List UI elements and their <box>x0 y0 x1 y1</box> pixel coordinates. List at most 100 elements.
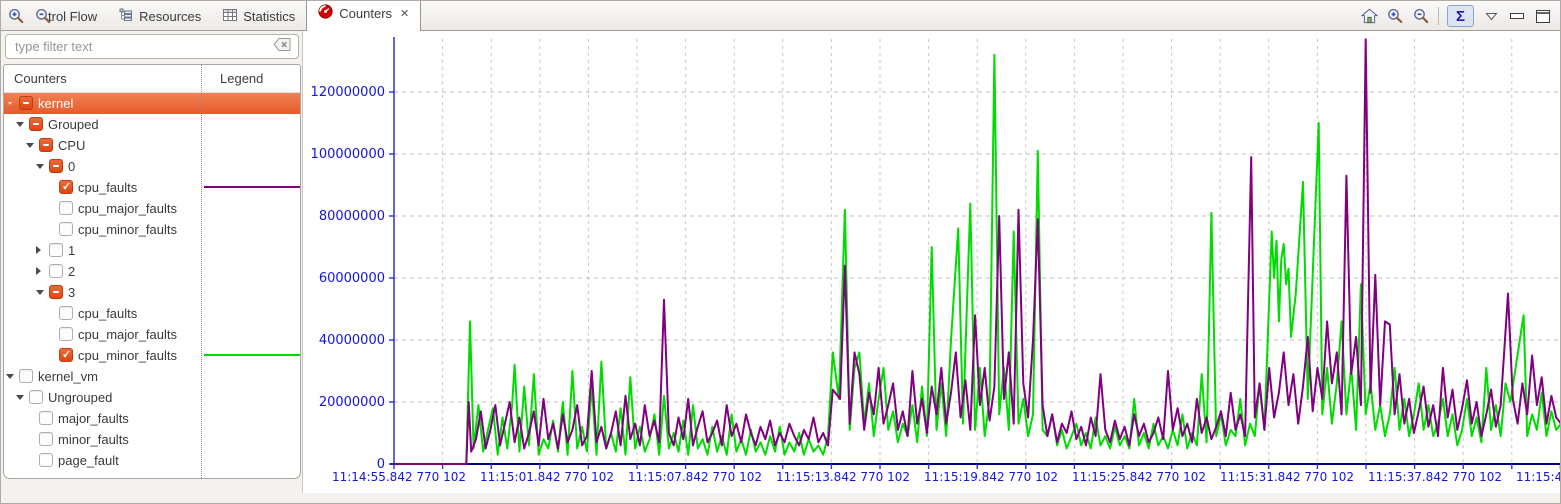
tab-statistics[interactable]: Statistics <box>212 3 306 31</box>
tree-item-0[interactable]: 0 <box>4 156 300 177</box>
tab-label: trol Flow <box>48 9 98 24</box>
tree-item-kernel[interactable]: kernel <box>4 93 300 114</box>
svg-text:20000000: 20000000 <box>319 395 385 410</box>
checkbox-unchecked[interactable] <box>39 453 53 467</box>
checkbox-unchecked[interactable] <box>29 390 43 404</box>
column-header-legend[interactable]: Legend <box>220 71 264 86</box>
tab-label: Counters <box>339 5 393 21</box>
checkbox-partial[interactable] <box>49 159 63 173</box>
clear-filter-icon[interactable] <box>273 37 291 56</box>
expander-down-icon[interactable] <box>26 143 34 148</box>
counters-gauge-icon <box>318 4 333 22</box>
zoom-in-icon[interactable] <box>7 5 25 27</box>
zoom-out-icon[interactable] <box>34 5 52 27</box>
tree-item-major_faults[interactable]: major_faults <box>4 408 300 429</box>
chart-panel: 0 20000000 40000000 60000000 80000000 1000000… <box>302 31 1561 493</box>
checkbox-partial[interactable] <box>19 96 33 110</box>
checkbox-unchecked[interactable] <box>19 369 33 383</box>
filter-input[interactable] <box>13 38 273 55</box>
tree-item-cpu_minor_faults[interactable]: cpu_minor_faults <box>4 219 300 240</box>
checkbox-unchecked[interactable] <box>59 222 73 236</box>
tree-item-cpu_major_faults[interactable]: cpu_major_faults <box>4 324 300 345</box>
svg-text:11:15:25.842 770 102: 11:15:25.842 770 102 <box>1072 470 1206 484</box>
checkbox-unchecked[interactable] <box>59 201 73 215</box>
tree-item-2[interactable]: 2 <box>4 261 300 282</box>
table-icon <box>223 9 238 24</box>
tree-item-1[interactable]: 1 <box>4 240 300 261</box>
zoom-in-icon[interactable] <box>1386 5 1404 27</box>
sigma-button[interactable]: Σ <box>1447 5 1474 27</box>
svg-text:60000000: 60000000 <box>319 271 385 286</box>
tree-item-cpu_minor_faults[interactable]: cpu_minor_faults <box>4 345 300 366</box>
expander-down-icon[interactable] <box>6 374 14 379</box>
svg-text:120000000: 120000000 <box>311 85 385 100</box>
tree-item-label: cpu_faults <box>78 180 138 195</box>
tree-item-CPU[interactable]: CPU <box>4 135 300 156</box>
svg-text:80000000: 80000000 <box>319 209 385 224</box>
x-axis-labels: 11:14:55.842 770 102 11:15:01.842 770 102… <box>332 470 1560 484</box>
checkbox-checked[interactable] <box>59 348 73 362</box>
checkbox-unchecked[interactable] <box>49 243 63 257</box>
series-cpu_faults <box>394 38 1560 465</box>
home-icon[interactable] <box>1360 5 1378 27</box>
tab-trol-flow[interactable]: trol Flow <box>37 3 108 31</box>
checkbox-partial[interactable] <box>39 138 53 152</box>
tree-item-kernel_vm[interactable]: kernel_vm <box>4 366 300 387</box>
close-icon[interactable]: ✕ <box>400 7 410 20</box>
checkbox-unchecked[interactable] <box>39 432 53 446</box>
svg-text:11:15:07.842 770 102: 11:15:07.842 770 102 <box>628 470 762 484</box>
tab-counters[interactable]: Counters ✕ <box>306 1 422 31</box>
view-menu-icon[interactable] <box>1482 5 1500 27</box>
tree-item-cpu_major_faults[interactable]: cpu_major_faults <box>4 198 300 219</box>
expander-down-icon[interactable] <box>16 122 24 127</box>
column-divider[interactable] <box>201 65 202 478</box>
y-axis-labels: 0 20000000 40000000 60000000 80000000 1000000… <box>311 85 385 472</box>
tree-item-page_fault[interactable]: page_fault <box>4 450 300 471</box>
tab-label: Statistics <box>243 9 296 24</box>
checkbox-partial[interactable] <box>49 285 63 299</box>
counters-chart[interactable]: 0 20000000 40000000 60000000 80000000 1000000… <box>303 31 1561 493</box>
tree-item-label: 0 <box>68 159 76 174</box>
checkbox-unchecked[interactable] <box>59 327 73 341</box>
tree-item-minor_faults[interactable]: minor_faults <box>4 429 300 450</box>
tree-item-label: 1 <box>68 243 76 258</box>
tree-item-label: 2 <box>68 264 76 279</box>
svg-text:11:15:37.842 770 102: 11:15:37.842 770 102 <box>1368 470 1502 484</box>
tree-body: kernelGroupedCPU0cpu_faultscpu_major_fau… <box>4 93 300 471</box>
left-view-toolbar <box>7 5 52 27</box>
expander-right-icon[interactable] <box>36 246 41 254</box>
expander-down-icon[interactable] <box>7 102 13 105</box>
svg-text:11:14:55.842 770 102: 11:14:55.842 770 102 <box>332 470 466 484</box>
tree-item-Grouped[interactable]: Grouped <box>4 114 300 135</box>
checkbox-unchecked[interactable] <box>59 306 73 320</box>
expander-down-icon[interactable] <box>36 164 44 169</box>
toolbar-separator <box>1438 7 1439 25</box>
legend-line[interactable] <box>204 186 300 188</box>
counters-tree-panel: Counters Legend kernelGroupedCPU0cpu_fau… <box>3 33 301 479</box>
tree-item-Ungrouped[interactable]: Ungrouped <box>4 387 300 408</box>
svg-text:11:15:01.842 770 102: 11:15:01.842 770 102 <box>480 470 614 484</box>
checkbox-partial[interactable] <box>29 117 43 131</box>
checkbox-unchecked[interactable] <box>49 264 63 278</box>
minimize-icon[interactable] <box>1508 5 1526 27</box>
expander-down-icon[interactable] <box>36 290 44 295</box>
maximize-icon[interactable] <box>1534 5 1552 27</box>
view-tabs: trol Flow Resources Statistics Counters ✕ <box>37 1 422 31</box>
tree-item-cpu_faults[interactable]: cpu_faults <box>4 177 300 198</box>
tree-item-3[interactable]: 3 <box>4 282 300 303</box>
tab-resources[interactable]: Resources <box>108 2 212 31</box>
svg-text:40000000: 40000000 <box>319 333 385 348</box>
tree-item-label: cpu_minor_faults <box>78 348 177 363</box>
chart-axes <box>390 37 1560 465</box>
checkbox-unchecked[interactable] <box>39 411 53 425</box>
svg-text:11:15:13.842 770 102: 11:15:13.842 770 102 <box>776 470 910 484</box>
zoom-out-icon[interactable] <box>1412 5 1430 27</box>
tree-item-label: major_faults <box>58 411 129 426</box>
expander-right-icon[interactable] <box>36 267 41 275</box>
column-header-counters[interactable]: Counters <box>14 71 67 86</box>
tree-item-cpu_faults[interactable]: cpu_faults <box>4 303 300 324</box>
legend-line[interactable] <box>204 354 300 356</box>
checkbox-checked[interactable] <box>59 180 73 194</box>
expander-down-icon[interactable] <box>16 395 24 400</box>
